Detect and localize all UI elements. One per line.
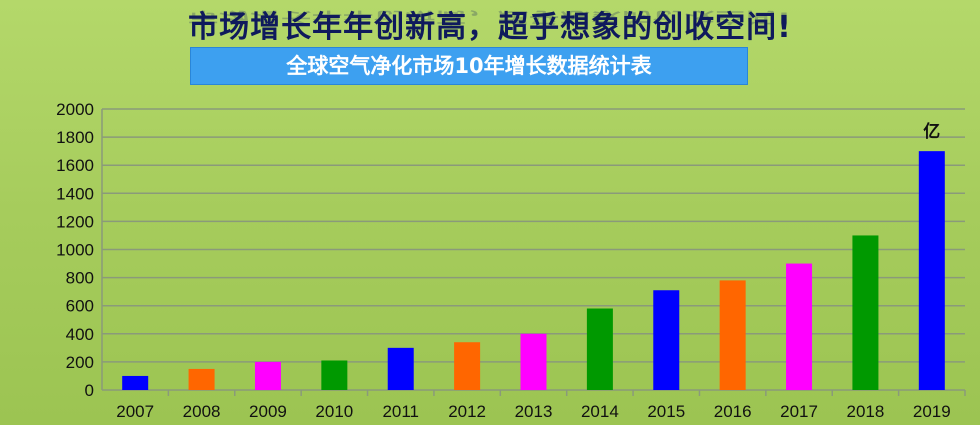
y-tick-label: 1800 [56,128,94,147]
x-tick-label: 2017 [780,402,818,421]
bar-2010 [321,360,348,390]
x-tick-label: 2014 [581,402,619,421]
bar-2011 [387,347,414,390]
x-tick-label: 2007 [116,402,154,421]
x-tick-label: 2019 [913,402,951,421]
x-tick-label: 2012 [448,402,486,421]
x-tick-label: 2009 [249,402,287,421]
x-tick-label: 2018 [847,402,885,421]
bar-2012 [454,342,481,390]
bar-2009 [254,361,281,390]
y-tick-label: 400 [66,325,94,344]
y-tick-label: 1400 [56,184,94,203]
bar-2008 [188,368,215,390]
bar-2019 [918,151,945,390]
y-tick-label: 2000 [56,100,94,119]
y-tick-label: 1600 [56,156,94,175]
x-tick-label: 2015 [647,402,685,421]
y-tick-label: 1200 [56,212,94,231]
bar-2007 [122,375,149,390]
y-tick-label: 200 [66,353,94,372]
bar-2017 [786,263,813,390]
x-tick-label: 2016 [714,402,752,421]
bar-2015 [653,290,680,390]
bar-2013 [520,333,547,390]
x-tick-label: 2008 [183,402,221,421]
page-title: 市场增长年年创新高，超乎想象的创收空间! [188,10,792,45]
y-tick-label: 0 [85,381,94,400]
bar-2016 [719,280,746,390]
y-tick-label: 800 [66,269,94,288]
unit-label: 亿 [923,121,940,141]
x-tick-label: 2011 [382,402,419,421]
x-tick-label: 2013 [515,402,553,421]
chart-subtitle: 全球空气净化市场10年增长数据统计表 [190,47,748,85]
bar-2014 [586,308,613,390]
bar-2018 [852,235,879,390]
x-tick-label: 2010 [315,402,353,421]
y-tick-label: 600 [66,297,94,316]
y-tick-label: 1000 [56,241,94,260]
